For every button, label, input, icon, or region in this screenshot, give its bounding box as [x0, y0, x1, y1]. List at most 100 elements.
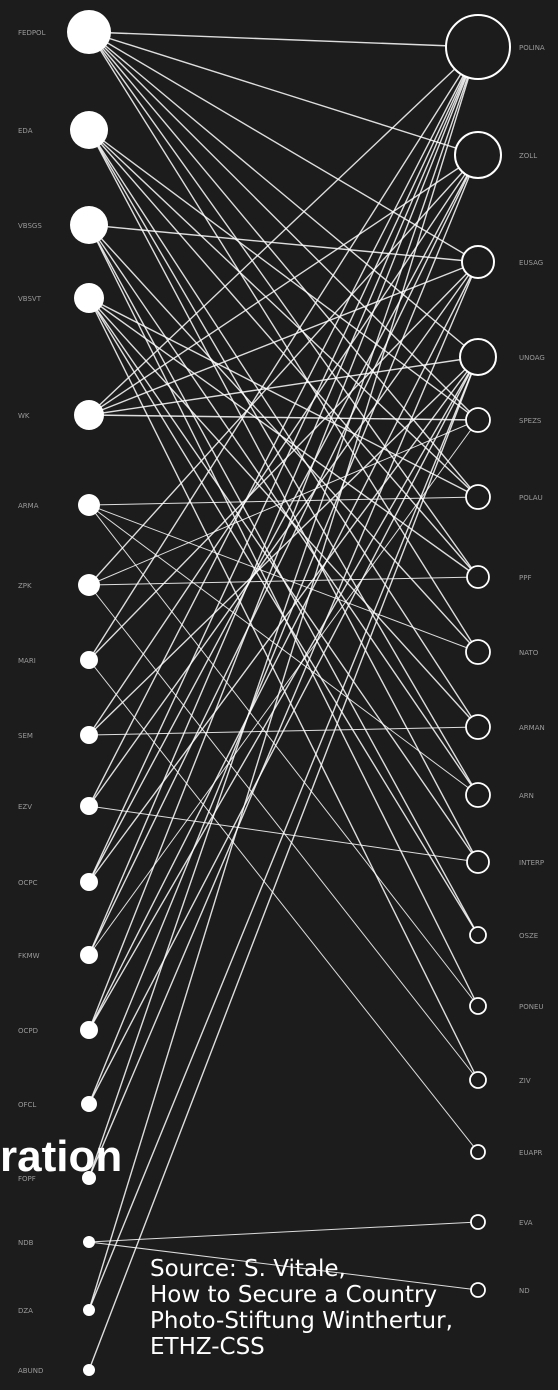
edge-wk-spezs [88, 414, 479, 421]
right-node-label: POLAU [519, 494, 543, 502]
edge-vbsvt-polau [88, 297, 479, 498]
edge-ocpd-polina [88, 46, 479, 1031]
edge-fedpol-nato [88, 31, 479, 653]
left-node-ezv [80, 797, 98, 815]
edge-fedpol-unoag [88, 31, 479, 358]
left-node-eda [70, 111, 108, 149]
right-node-label: PPF [519, 574, 531, 582]
edge-layer [88, 31, 479, 1371]
right-node-label: SPEZS [519, 417, 542, 425]
edge-zpk-zoll [88, 154, 479, 586]
left-node-ocpc [80, 873, 98, 891]
right-node-label: EUAPR [519, 1149, 543, 1157]
left-node-label: OFCL [18, 1101, 36, 1109]
right-node-poneu [469, 997, 487, 1015]
left-node-vbsgs [70, 206, 108, 244]
left-node-fkmw [80, 946, 98, 964]
left-node-label: EZV [18, 803, 32, 811]
left-node-fopf [82, 1171, 96, 1185]
right-node-nato [465, 639, 491, 665]
right-node-arman [465, 714, 491, 740]
edge-dza-polina [88, 46, 479, 1311]
edge-wk-unoag [88, 356, 479, 416]
edge-eda-arn [88, 129, 479, 796]
right-node-label: PONEU [519, 1003, 544, 1011]
edge-fedpol-eusag [88, 31, 479, 263]
edge-eda-interp [88, 129, 479, 863]
edge-fedpol-spezs [88, 31, 479, 421]
edge-ofcl-unoag [88, 356, 479, 1105]
left-node-arma [78, 494, 100, 516]
right-node-label: ARMAN [519, 724, 545, 732]
right-node-eusag [461, 245, 495, 279]
left-node-label: VBSGS [18, 222, 42, 230]
left-node-label: DZA [18, 1307, 33, 1315]
edge-vbsgs-arn [88, 224, 479, 796]
right-node-ziv [469, 1071, 487, 1089]
edge-fkmw-polina [88, 46, 479, 956]
edge-fkmw-zoll [88, 154, 479, 956]
left-node-label: ABUND [18, 1367, 43, 1375]
edge-mari-polina [88, 46, 479, 661]
edge-vbsvt-osze [88, 297, 479, 936]
left-node-wk [74, 400, 104, 430]
right-node-euapr [470, 1144, 486, 1160]
right-node-label: POLINA [519, 44, 545, 52]
source-line-2: How to Secure a Country [150, 1282, 438, 1308]
edge-fedpol-ppf [88, 31, 479, 578]
edge-fopf-eusag [88, 261, 479, 1179]
source-caption: Source: S. Vitale, How to Secure a Count… [150, 1256, 550, 1360]
edge-arma-arn [88, 504, 479, 796]
left-node-label: WK [18, 412, 30, 420]
edge-ezv-polina [88, 46, 479, 807]
right-node-label: OSZE [519, 932, 538, 940]
edge-vbsvt-interp [88, 297, 479, 863]
left-node-label: NDB [18, 1239, 34, 1247]
right-node-polau [465, 484, 491, 510]
edge-fedpol-zoll [88, 31, 479, 156]
edge-fopf-polina [88, 46, 479, 1179]
source-line-4: ETHZ-CSS [150, 1334, 265, 1360]
edge-wk-polina [88, 46, 479, 416]
left-node-label: FEDPOL [18, 29, 46, 37]
left-node-fedpol [67, 10, 111, 54]
right-node-polina [445, 14, 511, 80]
edge-ezv-eusag [88, 261, 479, 807]
left-node-sem [80, 726, 98, 744]
left-node-dza [83, 1304, 95, 1316]
left-node-zpk [78, 574, 100, 596]
source-line-3: Photo-Stiftung Winthertur, [150, 1308, 453, 1334]
left-node-label: EDA [18, 127, 33, 135]
left-node-label: FOPF [18, 1175, 36, 1183]
edge-fedpol-polina [88, 31, 479, 48]
left-node-label: ARMA [18, 502, 39, 510]
edge-ocpd-eusag [88, 261, 479, 1031]
right-node-label: INTERP [519, 859, 544, 867]
right-node-label: EUSAG [519, 259, 543, 267]
slide-title-fragment: ration [0, 1132, 123, 1181]
left-node-label: MARI [18, 657, 36, 665]
edge-ocpd-unoag [88, 356, 479, 1031]
left-node-label: ZPK [18, 582, 32, 590]
right-node-zoll [454, 131, 502, 179]
right-node-eva [470, 1214, 486, 1230]
edge-sem-unoag [88, 356, 479, 736]
left-node-ndb [83, 1236, 95, 1248]
left-node-label: FKMW [18, 952, 40, 960]
edge-arma-nato [88, 504, 479, 653]
right-node-label: ZOLL [519, 152, 537, 160]
edge-ndb-eva [88, 1221, 479, 1243]
left-node-vbsvt [74, 283, 104, 313]
left-node-mari [80, 651, 98, 669]
edge-dza-unoag [88, 356, 479, 1311]
right-node-label: UNOAG [519, 354, 545, 362]
source-line-1: Source: S. Vitale, [150, 1256, 346, 1282]
left-node-label: OCPD [18, 1027, 38, 1035]
edge-vbsgs-nato [88, 224, 479, 653]
right-node-label: ARN [519, 792, 534, 800]
right-node-interp [466, 850, 490, 874]
node-layer: FEDPOL EDA VBSGS VBSVT WK ARMA ZPK MARI SEM EZV OC… [18, 10, 545, 1376]
edge-ofcl-zoll [88, 154, 479, 1105]
